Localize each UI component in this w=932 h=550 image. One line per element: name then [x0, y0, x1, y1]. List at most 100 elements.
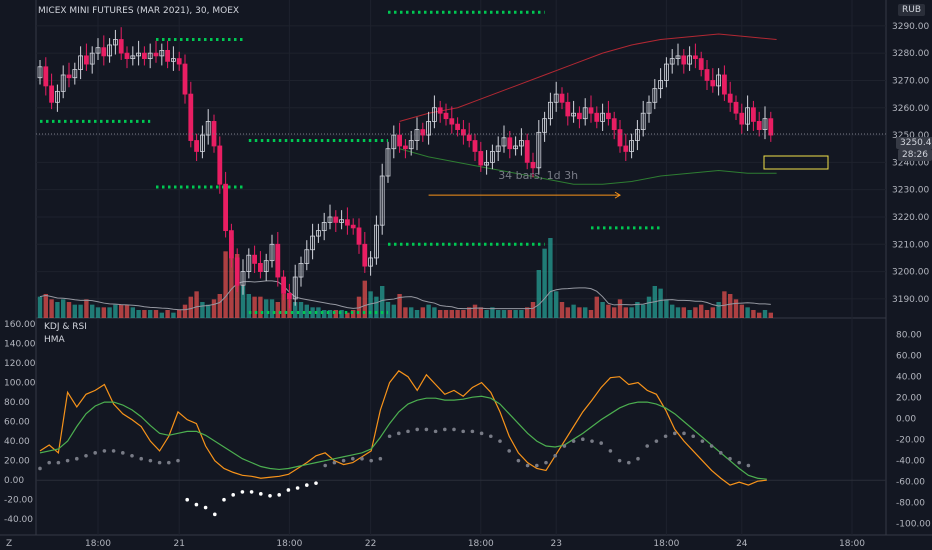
volume-bar [107, 307, 112, 318]
candle-body [664, 63, 669, 81]
time-tick-label: 18:00 [653, 539, 679, 549]
volume-bar [194, 291, 199, 318]
volume-bar [124, 304, 130, 318]
indicator-left-tick-label: 120.00 [4, 359, 36, 369]
indicator-left-tick-label: -40.00 [4, 515, 33, 525]
price-tick-label: 3230.00 [892, 186, 929, 196]
volume-bar [223, 251, 228, 318]
time-tick-label: 18:00 [276, 539, 302, 549]
indicator-right-tick-label: -40.00 [896, 457, 925, 467]
hma-dot [259, 492, 263, 496]
candle-body [739, 112, 745, 125]
hma-dot [360, 456, 364, 461]
volume-bar [119, 304, 124, 318]
hma-band-upper [399, 33, 777, 122]
indicator-right-tick-label: 0.00 [896, 415, 916, 425]
hma-dot [719, 451, 723, 455]
indicator-left-tick-label: 60.00 [4, 418, 30, 428]
hma-dot [691, 434, 695, 439]
symbol-title[interactable]: MICEX MINI FUTURES (MAR 2021), 30, MOEX [38, 6, 240, 16]
candle-body [472, 140, 478, 152]
hma-dot [93, 451, 97, 455]
indicator-legend-kdj[interactable]: KDJ & RSI [44, 322, 87, 332]
time-tick-label: 18:00 [839, 539, 865, 549]
hma-dot [111, 449, 116, 453]
volume-bar [594, 296, 599, 318]
candle-body [391, 134, 397, 150]
price-tick-label: 3260.00 [892, 104, 929, 114]
hma-dot [663, 434, 668, 439]
hma-band-lower [399, 148, 777, 185]
volume-bar [617, 299, 623, 318]
candle-body [571, 112, 576, 117]
candle-body [379, 175, 385, 226]
volume-bar [397, 294, 402, 318]
candle-body [402, 145, 408, 150]
candle-body [611, 118, 617, 130]
volume-bar [629, 307, 634, 318]
candle-body [542, 118, 547, 133]
hma-dot [341, 458, 346, 463]
candle-body [617, 129, 623, 147]
indicator-legend-hma[interactable]: HMA [44, 335, 65, 345]
candle-body [165, 50, 171, 62]
volume-bar [641, 304, 646, 318]
candle-body [646, 101, 652, 114]
hma-dot [461, 429, 466, 434]
price-tick-label: 3200.00 [892, 268, 929, 278]
candle-body [751, 107, 756, 122]
volume-bar [722, 291, 727, 318]
hma-dot [176, 458, 180, 463]
volume-bar [612, 307, 617, 318]
candle-body [716, 74, 721, 87]
candle-body [107, 44, 112, 57]
volume-bar [530, 302, 536, 318]
indicator-left-tick-label: 140.00 [4, 340, 36, 350]
volume-bar [165, 310, 170, 318]
volume-bar [78, 304, 83, 318]
volume-bar [246, 294, 251, 318]
volume-bar [153, 310, 159, 318]
candle-body [437, 107, 443, 114]
hma-dot [544, 460, 548, 465]
candle-body [594, 112, 600, 122]
candle-body [298, 262, 304, 278]
volume-bar [269, 299, 275, 318]
axis-corner-label: Z [6, 539, 12, 549]
volume-bar [467, 307, 472, 318]
hma-dot [75, 456, 79, 461]
volume-bar [43, 294, 48, 318]
candle-body [118, 39, 124, 54]
hma-dot [351, 456, 355, 461]
candle-body [246, 254, 252, 272]
countdown-label: 28:26 [898, 149, 932, 161]
candle-body [577, 112, 582, 120]
candle-body [745, 107, 750, 125]
hma-dot [728, 456, 732, 461]
candle-body [588, 107, 594, 114]
time-tick-label: 18:00 [468, 539, 494, 549]
hma-dot [470, 429, 475, 434]
volume-bar [316, 307, 321, 318]
candle-body [368, 257, 374, 267]
volume-bar [496, 310, 501, 318]
candle-body [321, 222, 327, 232]
hma-dot [516, 458, 521, 463]
indicator-left-tick-label: 80.00 [4, 398, 30, 408]
candle-body [373, 224, 379, 259]
hma-dot [535, 463, 539, 468]
volume-bar [49, 299, 54, 318]
volume-bar [606, 304, 611, 318]
time-tick-label: 18:00 [85, 539, 111, 549]
candle-body [66, 74, 72, 79]
hma-dot [102, 449, 107, 453]
volume-bar [519, 310, 524, 318]
candle-body [681, 55, 687, 65]
hma-dot [249, 490, 254, 494]
candle-body [762, 118, 768, 130]
volume-bar [409, 307, 414, 318]
volume-bar [704, 310, 710, 318]
volume-bar [536, 270, 541, 318]
currency-badge[interactable]: RUB [898, 4, 926, 16]
